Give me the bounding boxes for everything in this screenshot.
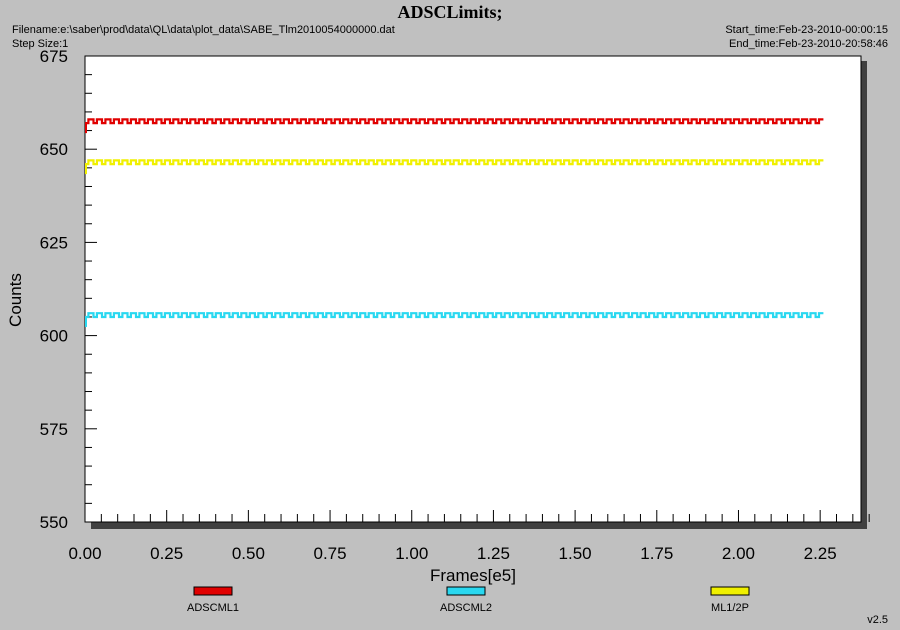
- legend-label: ADSCML2: [440, 602, 492, 614]
- series-line-3: [85, 159, 824, 166]
- series-line-2: [85, 312, 824, 319]
- end-time-label: End_time:Feb-23-2010-20:58:46: [729, 38, 888, 50]
- x-tick-label: 1.75: [640, 544, 673, 563]
- y-tick-label: 575: [40, 420, 68, 439]
- version-label: v2.5: [867, 614, 888, 626]
- y-tick-labels: 550 575 600 625 650 675: [40, 47, 68, 532]
- legend-swatch: [446, 586, 486, 596]
- x-tick-labels: 0.00 0.25 0.50 0.75 1.00 1.25 1.50 1.75 2.00 2.25: [68, 544, 836, 563]
- legend-swatch: [710, 586, 750, 596]
- x-tick-label: 0.25: [150, 544, 183, 563]
- x-tick-label: 1.50: [559, 544, 592, 563]
- plot-area: [84, 55, 862, 523]
- tick-marks: [84, 55, 870, 523]
- x-tick-label: 2.25: [804, 544, 837, 563]
- x-tick-label: 0.50: [232, 544, 265, 563]
- legend-label: ML1/2P: [711, 602, 749, 614]
- x-tick-label: 1.00: [395, 544, 428, 563]
- x-tick-label: 1.25: [477, 544, 510, 563]
- x-tick-label: 0.00: [68, 544, 101, 563]
- y-tick-label: 625: [40, 233, 68, 252]
- y-tick-label: 600: [40, 327, 68, 346]
- y-tick-label: 675: [40, 47, 68, 66]
- step-size-label: Step Size:1: [12, 38, 69, 50]
- x-axis-title: Frames[e5]: [430, 566, 516, 585]
- filename-label: Filename:e:\saber\prod\data\QL\data\plot…: [12, 24, 395, 36]
- chart-title: ADSCLimits;: [397, 2, 503, 22]
- y-axis-title: Counts: [6, 273, 25, 327]
- legend-label: ADSCML1: [187, 602, 239, 614]
- y-tick-label: 650: [40, 140, 68, 159]
- x-tick-label: 0.75: [314, 544, 347, 563]
- start-time-label: Start_time:Feb-23-2010-00:00:15: [725, 24, 888, 36]
- y-tick-label: 550: [40, 513, 68, 532]
- x-tick-label: 2.00: [722, 544, 755, 563]
- legend: ADSCML1 ADSCML2 ML1/2P: [187, 586, 750, 614]
- legend-swatch: [193, 586, 233, 596]
- series-line-1: [85, 118, 824, 125]
- series-layer: [85, 118, 824, 327]
